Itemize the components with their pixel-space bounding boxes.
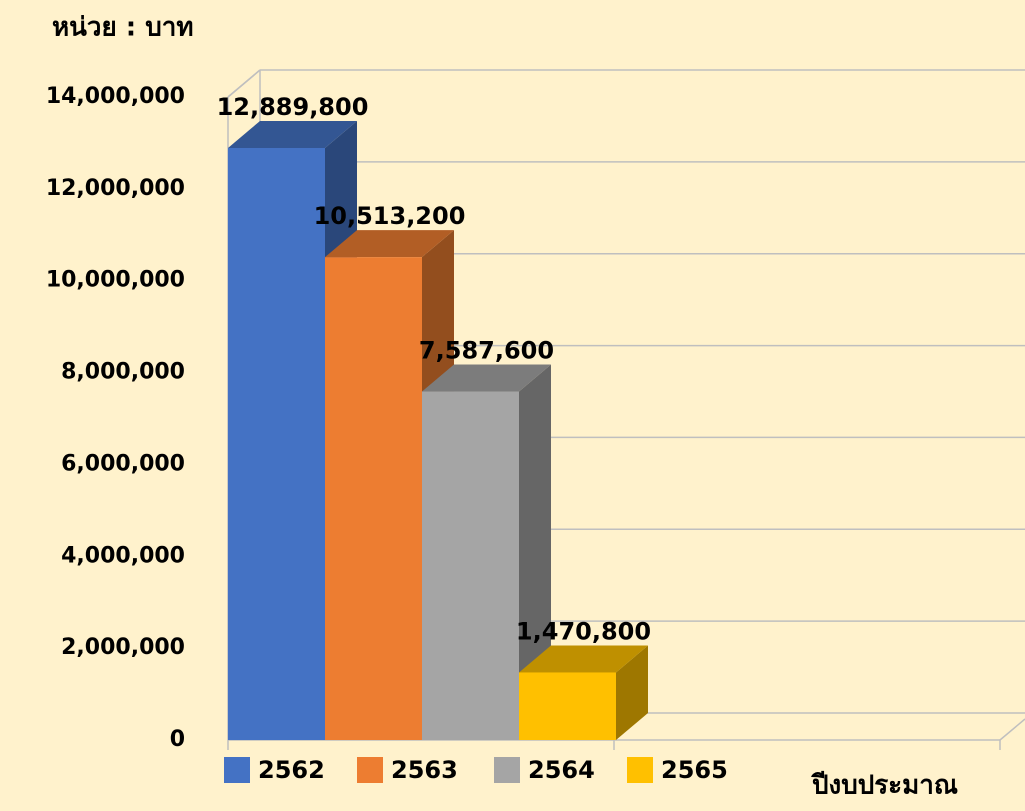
data-label: 12,889,800 [217,93,369,121]
y-tick-label: 0 [170,727,185,752]
bar-top [325,230,454,258]
y-tick-label: 4,000,000 [61,543,185,568]
y-tick-label: 10,000,000 [46,268,185,293]
bar [519,672,616,740]
legend-swatch [494,757,520,783]
legend-label: 2562 [258,756,325,784]
y-tick-label: 12,000,000 [46,176,185,201]
bar-top [422,364,551,392]
y-tick-label: 2,000,000 [61,635,185,660]
data-label: 1,470,800 [516,617,651,645]
legend-swatch [224,757,250,783]
legend-label: 2563 [391,756,458,784]
legend-label: 2565 [661,756,728,784]
legend-swatch [357,757,383,783]
y-tick-label: 8,000,000 [61,360,185,385]
y-tick-label: 14,000,000 [46,84,185,109]
y-tick-label: 6,000,000 [61,451,185,476]
data-label: 10,513,200 [314,202,466,230]
bar [325,257,422,740]
x-axis-label: ปีงบประมาณ [811,771,958,801]
bar [228,147,325,741]
bar-side [519,364,551,740]
bar-side [616,645,648,740]
data-label: 7,587,600 [419,337,554,365]
legend-swatch [627,757,653,783]
bar [422,391,519,740]
bar-top [519,645,648,673]
floor-edge [999,718,1025,741]
grid-line [227,69,261,98]
unit-label: หน่วย : บาท [52,13,194,43]
bar-top [228,120,357,148]
legend-label: 2564 [528,756,595,784]
